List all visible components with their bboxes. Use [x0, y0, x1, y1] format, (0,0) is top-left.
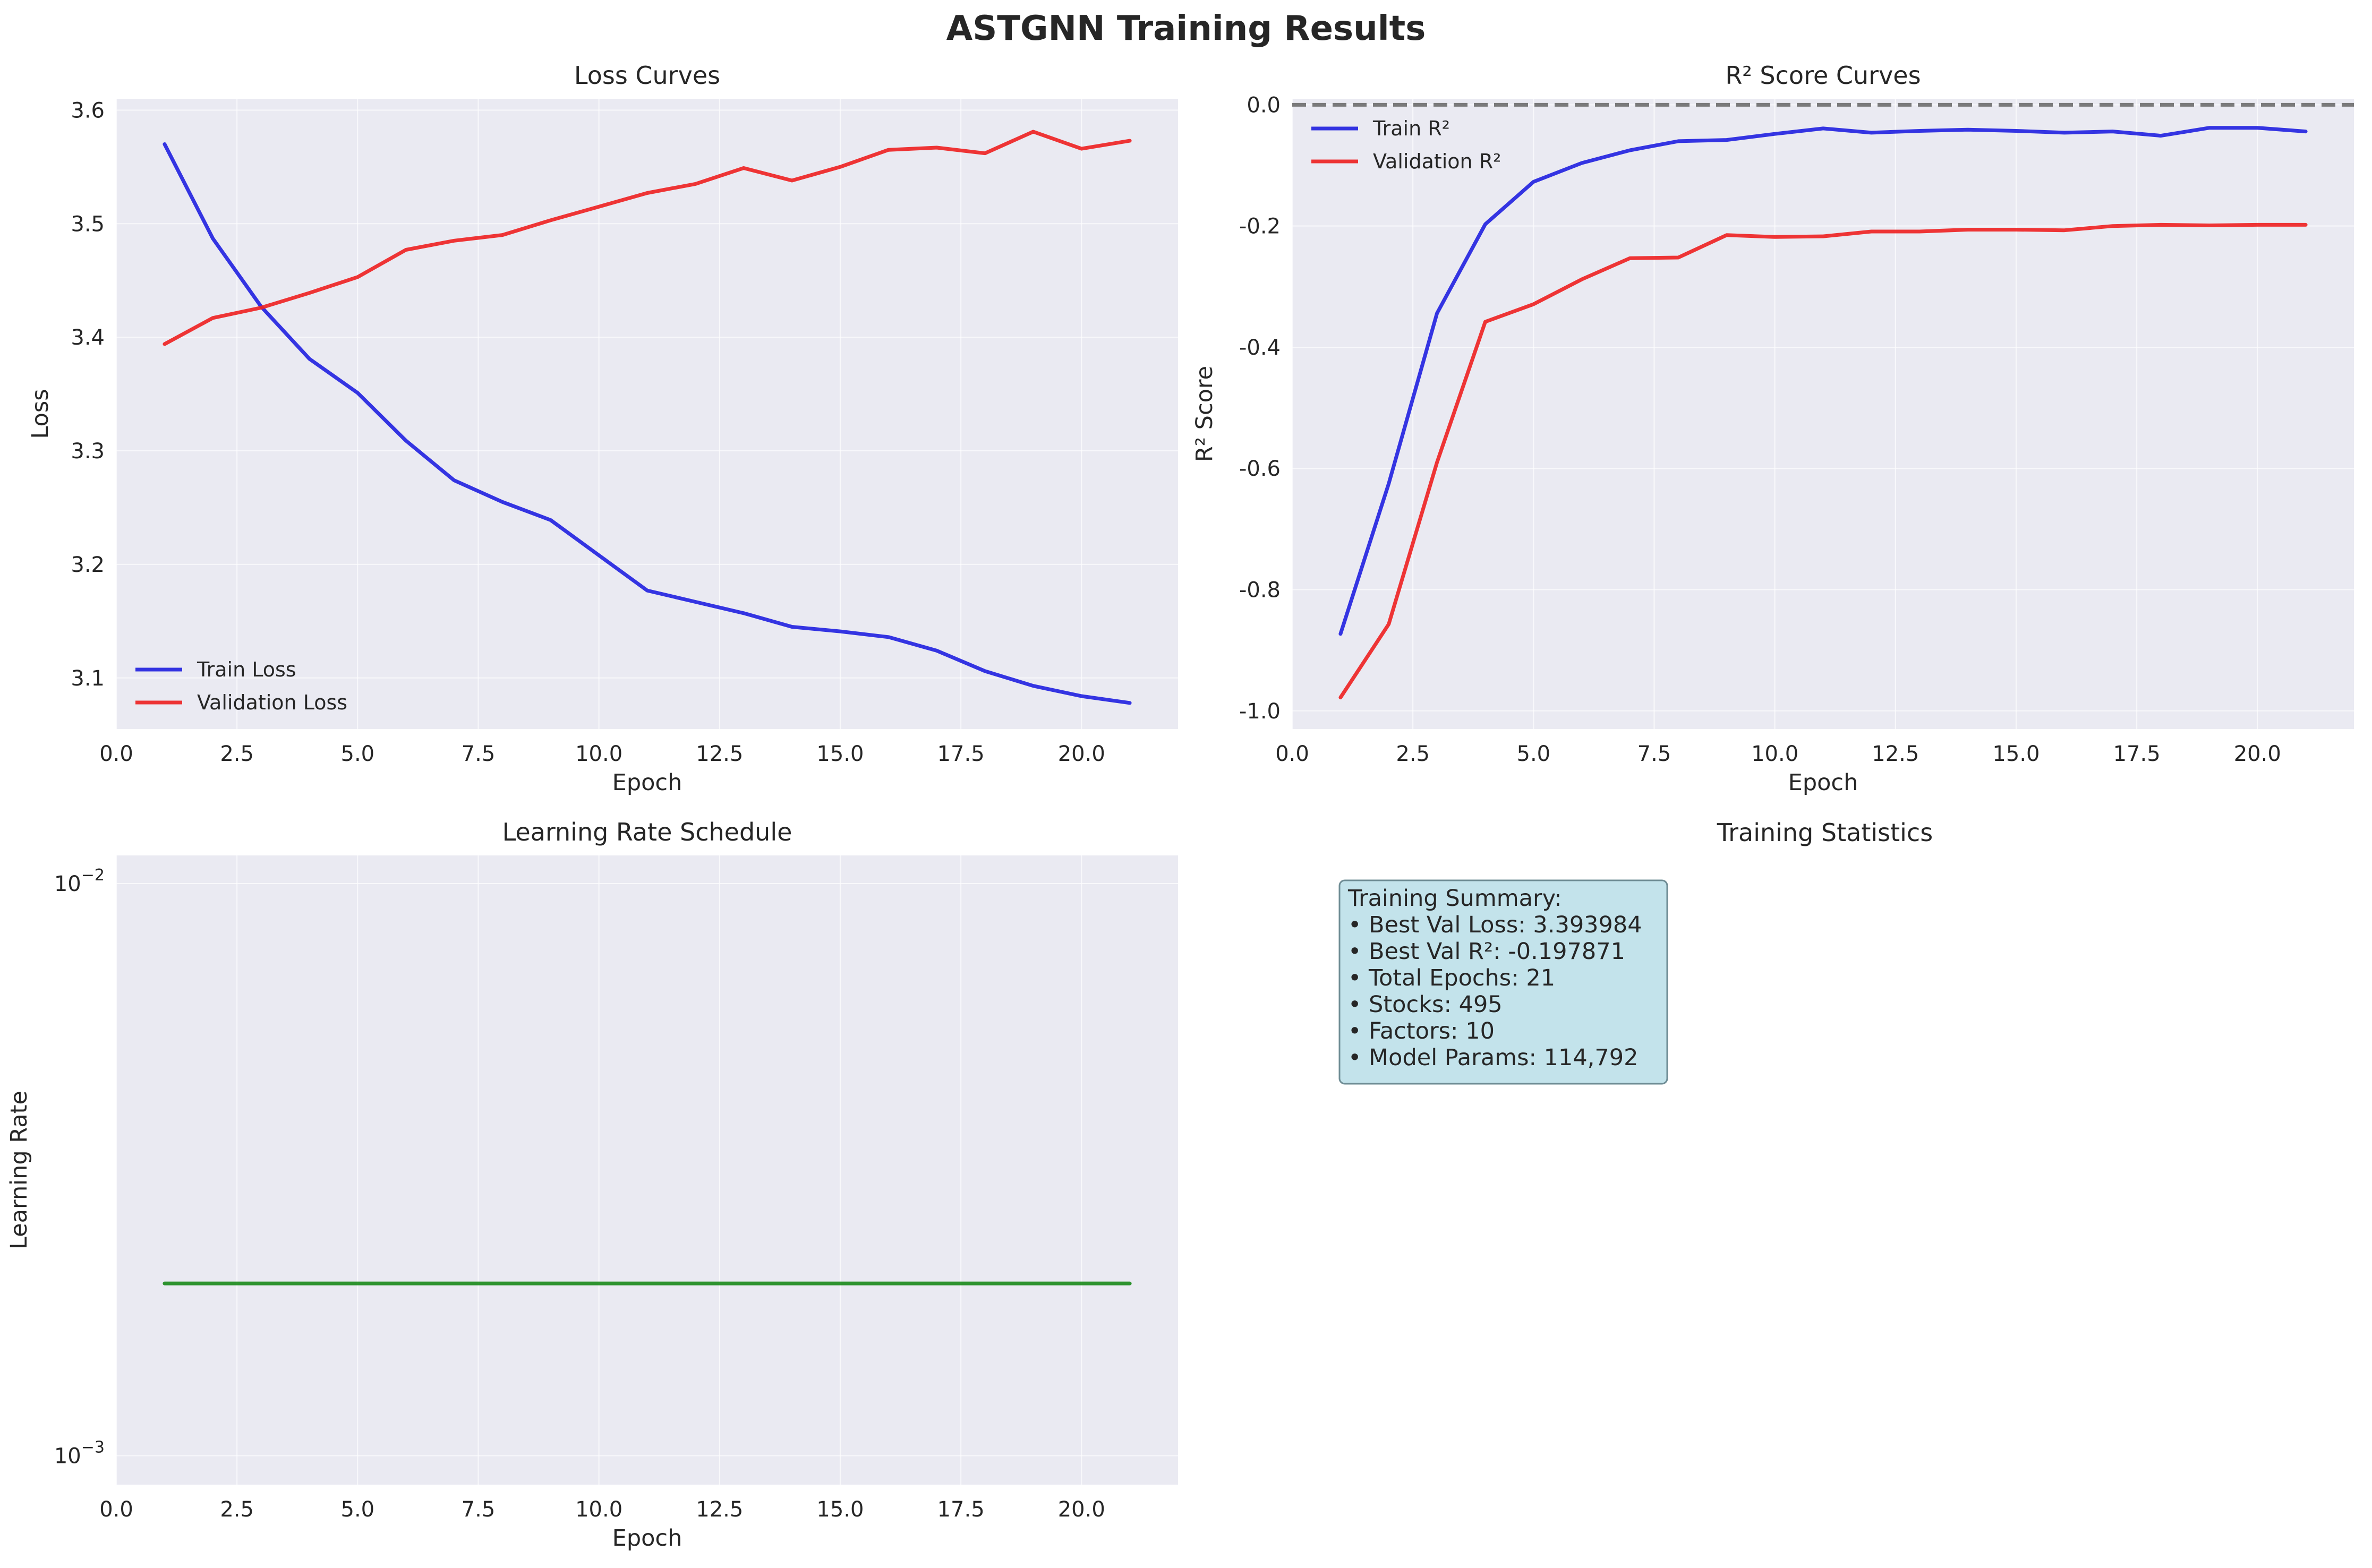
x-tick-label: 10.0 [575, 742, 622, 766]
y-tick-label: -0.8 [1239, 578, 1281, 602]
series-line-train-r- [1338, 126, 2308, 636]
stats-box [1338, 879, 1668, 1085]
stats-line: • Model Params: 114,792 [1348, 1044, 1638, 1071]
x-tick-label: 7.5 [462, 1497, 496, 1522]
stats-lines: Training Summary:• Best Val Loss: 3.3939… [1347, 885, 1642, 1071]
y-tick-label: 3.1 [71, 666, 105, 691]
legend: Train R² Validation R² [1311, 117, 1501, 173]
legend-label: Train Loss [197, 658, 296, 681]
plot-area [1292, 99, 2354, 729]
plot-area [116, 855, 1178, 1485]
stats-line: • Best Val Loss: 3.393984 [1348, 912, 1642, 938]
y-tick-label: 3.3 [71, 439, 105, 464]
series-line-validation-r- [1338, 222, 2308, 700]
loss-curves-chart: Loss Curves 0.0 2.5 5.0 7.5 10.0 12.5 15.0 17.5 2… [27, 61, 1178, 796]
chart-title: R² Score Curves [1725, 61, 1921, 90]
x-axis-label: Epoch [612, 769, 682, 796]
y-tick-label: 3.6 [71, 98, 105, 123]
y-tick-label: -0.2 [1239, 215, 1281, 239]
stats-line: • Best Val R²: -0.197871 [1348, 938, 1625, 965]
y-tick-label: -0.4 [1239, 336, 1281, 360]
series-line-train-loss [163, 142, 1132, 705]
x-tick-label: 15.0 [816, 1497, 864, 1522]
x-axis-label: Epoch [612, 1525, 682, 1552]
chart-title: Loss Curves [574, 61, 720, 90]
y-tick-label: 10−2 [54, 866, 105, 896]
figure-title: ASTGNN Training Results [946, 9, 1426, 48]
x-tick-label: 17.5 [937, 742, 985, 766]
y-tick-label: -0.6 [1239, 457, 1281, 481]
y-tick-label: 3.2 [71, 553, 105, 577]
x-tick-label: 12.5 [1872, 742, 1919, 766]
legend-label: Validation R² [1373, 150, 1501, 173]
stats-line: • Total Epochs: 21 [1348, 965, 1555, 991]
x-tick-label: 12.5 [696, 742, 743, 766]
stats-line: • Stocks: 495 [1348, 991, 1503, 1018]
y-tick-label: 3.5 [71, 212, 105, 236]
stats-title: Training Statistics [1717, 818, 1933, 847]
x-tick-label: 15.0 [816, 742, 864, 766]
x-tick-label: 2.5 [220, 1497, 254, 1522]
x-tick-label: 20.0 [1058, 742, 1105, 766]
y-tick-label: 0.0 [1247, 93, 1281, 117]
x-tick-label: 5.0 [341, 1497, 375, 1522]
r2-score-curves-chart: R² Score Curves 0.0 2.5 5.0 7.5 10.0 12.5 15.0 1… [1191, 61, 2354, 796]
x-tick-label: 10.0 [575, 1497, 622, 1522]
x-tick-label: 12.5 [696, 1497, 743, 1522]
x-tick-label: 7.5 [1637, 742, 1671, 766]
legend-label: Train R² [1372, 117, 1450, 140]
legend: Train Loss Validation Loss [135, 658, 347, 714]
y-tick-label: -1.0 [1239, 699, 1281, 724]
training-statistics-panel: Training Statistics Training Summary:• B… [1338, 818, 1933, 1085]
y-axis-label: R² Score [1191, 366, 1218, 462]
y-axis-label: Learning Rate [6, 1091, 32, 1249]
x-tick-label: 2.5 [1396, 742, 1430, 766]
learning-rate-chart: Learning Rate Schedule 0.0 2.5 5.0 7.5 10.0 12… [6, 818, 1178, 1552]
x-tick-label: 20.0 [1058, 1497, 1105, 1522]
x-tick-label: 17.5 [2113, 742, 2161, 766]
series-line-validation-loss [163, 130, 1132, 346]
y-tick-label: 3.4 [71, 325, 105, 350]
x-tick-label: 2.5 [220, 742, 254, 766]
chart-title: Learning Rate Schedule [502, 818, 792, 846]
x-tick-label: 17.5 [937, 1497, 985, 1522]
x-tick-label: 0.0 [1275, 742, 1309, 766]
x-axis-label: Epoch [1788, 769, 1858, 796]
x-tick-label: 15.0 [1992, 742, 2040, 766]
x-tick-label: 0.0 [99, 742, 133, 766]
stats-line: Training Summary: [1347, 885, 1562, 912]
x-tick-label: 5.0 [341, 742, 375, 766]
plot-area [116, 99, 1178, 729]
x-tick-label: 0.0 [99, 1497, 133, 1522]
y-axis-label: Loss [27, 389, 54, 439]
x-tick-label: 7.5 [462, 742, 496, 766]
y-tick-label: 10−3 [54, 1438, 105, 1468]
stats-line: • Factors: 10 [1348, 1018, 1495, 1044]
x-tick-label: 10.0 [1751, 742, 1798, 766]
x-tick-label: 5.0 [1517, 742, 1551, 766]
legend-label: Validation Loss [197, 691, 347, 714]
x-tick-label: 20.0 [2234, 742, 2281, 766]
